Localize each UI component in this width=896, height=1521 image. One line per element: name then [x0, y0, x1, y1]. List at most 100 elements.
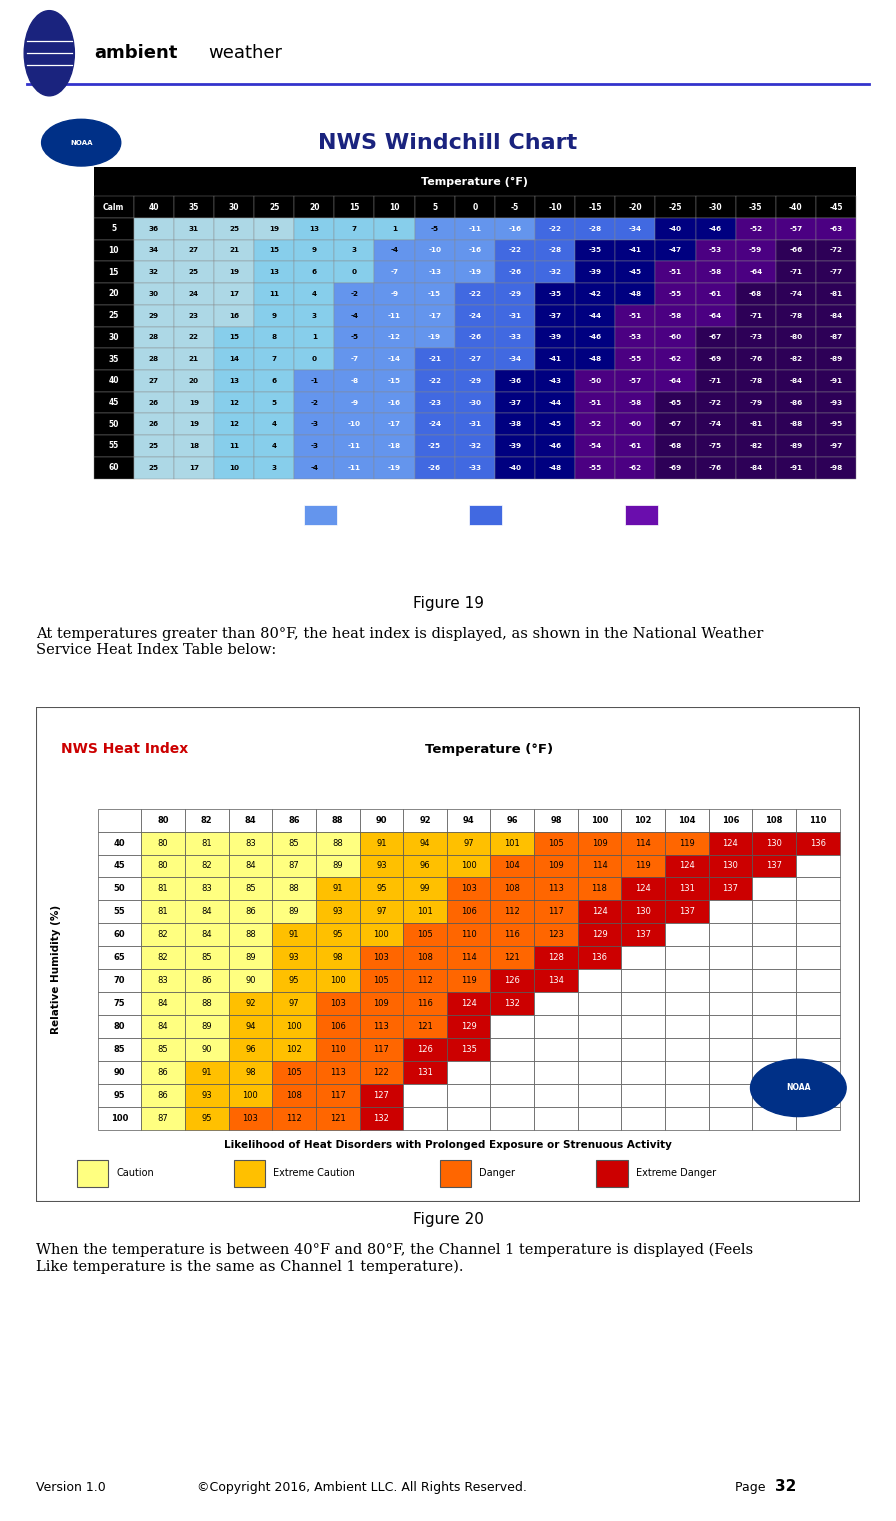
Bar — [736, 435, 776, 456]
Bar — [534, 1015, 578, 1039]
Text: -50: -50 — [589, 377, 602, 383]
Text: 101: 101 — [418, 908, 433, 916]
Bar — [695, 370, 736, 391]
Text: 136: 136 — [810, 838, 826, 847]
Bar — [415, 304, 455, 327]
Text: -15: -15 — [428, 291, 441, 297]
Bar — [142, 1084, 185, 1107]
Text: 100: 100 — [330, 976, 346, 986]
Bar — [403, 1015, 447, 1039]
Text: 91: 91 — [332, 884, 343, 893]
Bar — [796, 1039, 840, 1062]
Bar — [375, 435, 415, 456]
Bar — [254, 304, 294, 327]
Text: 50: 50 — [108, 420, 119, 429]
Bar — [272, 1062, 316, 1084]
Bar — [134, 391, 174, 414]
Text: 89: 89 — [332, 861, 343, 870]
Bar — [272, 878, 316, 900]
Text: 105: 105 — [286, 1068, 302, 1077]
Text: 3: 3 — [352, 248, 357, 254]
Bar — [776, 218, 816, 240]
Bar — [575, 391, 616, 414]
Bar — [776, 370, 816, 391]
Text: -36: -36 — [508, 377, 521, 383]
Bar — [753, 809, 796, 832]
Text: -35: -35 — [749, 202, 762, 211]
Text: 55: 55 — [108, 441, 119, 450]
Text: -21: -21 — [428, 356, 441, 362]
Bar — [359, 946, 403, 969]
Bar — [447, 809, 490, 832]
Text: -12: -12 — [388, 335, 401, 341]
Text: 108: 108 — [286, 1091, 302, 1100]
Bar — [575, 283, 616, 304]
Bar — [455, 391, 495, 414]
Bar — [228, 969, 272, 992]
Text: -61: -61 — [629, 443, 642, 449]
Bar — [403, 1084, 447, 1107]
Text: 30: 30 — [228, 202, 239, 211]
Text: -75: -75 — [709, 443, 722, 449]
Text: 10: 10 — [229, 464, 239, 470]
Bar — [534, 1062, 578, 1084]
Text: 40: 40 — [108, 376, 119, 385]
Text: 90: 90 — [375, 815, 387, 824]
Bar — [665, 969, 709, 992]
Bar — [447, 1039, 490, 1062]
Bar — [578, 878, 621, 900]
Bar — [214, 218, 254, 240]
Bar — [490, 878, 534, 900]
Bar — [490, 1015, 534, 1039]
Text: 40: 40 — [114, 838, 125, 847]
Bar — [655, 240, 695, 262]
Bar — [142, 1107, 185, 1130]
Text: -54: -54 — [589, 443, 602, 449]
Bar — [174, 456, 214, 479]
Text: -44: -44 — [589, 313, 602, 318]
Bar — [709, 1062, 753, 1084]
Text: 124: 124 — [635, 884, 651, 893]
Text: 5: 5 — [271, 400, 277, 406]
Circle shape — [751, 1059, 846, 1116]
Text: -95: -95 — [830, 421, 842, 427]
Bar — [455, 327, 495, 348]
Text: -37: -37 — [548, 313, 562, 318]
Text: -25: -25 — [668, 202, 682, 211]
Bar — [359, 1039, 403, 1062]
Text: -11: -11 — [348, 443, 361, 449]
Text: 100: 100 — [590, 815, 608, 824]
Bar — [93, 167, 856, 196]
Bar — [93, 240, 134, 262]
Bar — [736, 348, 776, 370]
Bar — [709, 969, 753, 992]
Text: 105: 105 — [374, 976, 389, 986]
Text: 88: 88 — [245, 931, 255, 940]
Bar — [272, 1039, 316, 1062]
Bar — [185, 1062, 228, 1084]
Text: -2: -2 — [310, 400, 318, 406]
Bar — [695, 304, 736, 327]
Text: 11: 11 — [229, 443, 239, 449]
Bar — [142, 969, 185, 992]
Bar — [98, 969, 142, 992]
Bar — [403, 878, 447, 900]
Bar — [796, 832, 840, 855]
Text: 122: 122 — [374, 1068, 389, 1077]
Text: 117: 117 — [330, 1091, 346, 1100]
Bar — [455, 435, 495, 456]
Text: -74: -74 — [709, 421, 722, 427]
Bar — [534, 878, 578, 900]
Bar — [294, 327, 334, 348]
Bar — [375, 304, 415, 327]
Text: -58: -58 — [668, 313, 682, 318]
Text: -68: -68 — [749, 291, 762, 297]
Text: 80: 80 — [158, 838, 168, 847]
Text: 121: 121 — [504, 954, 520, 963]
Text: -73: -73 — [749, 335, 762, 341]
Text: 50: 50 — [114, 884, 125, 893]
Bar — [254, 196, 294, 218]
Text: 89: 89 — [202, 1022, 212, 1031]
Text: -60: -60 — [629, 421, 642, 427]
Text: 112: 112 — [504, 908, 520, 916]
